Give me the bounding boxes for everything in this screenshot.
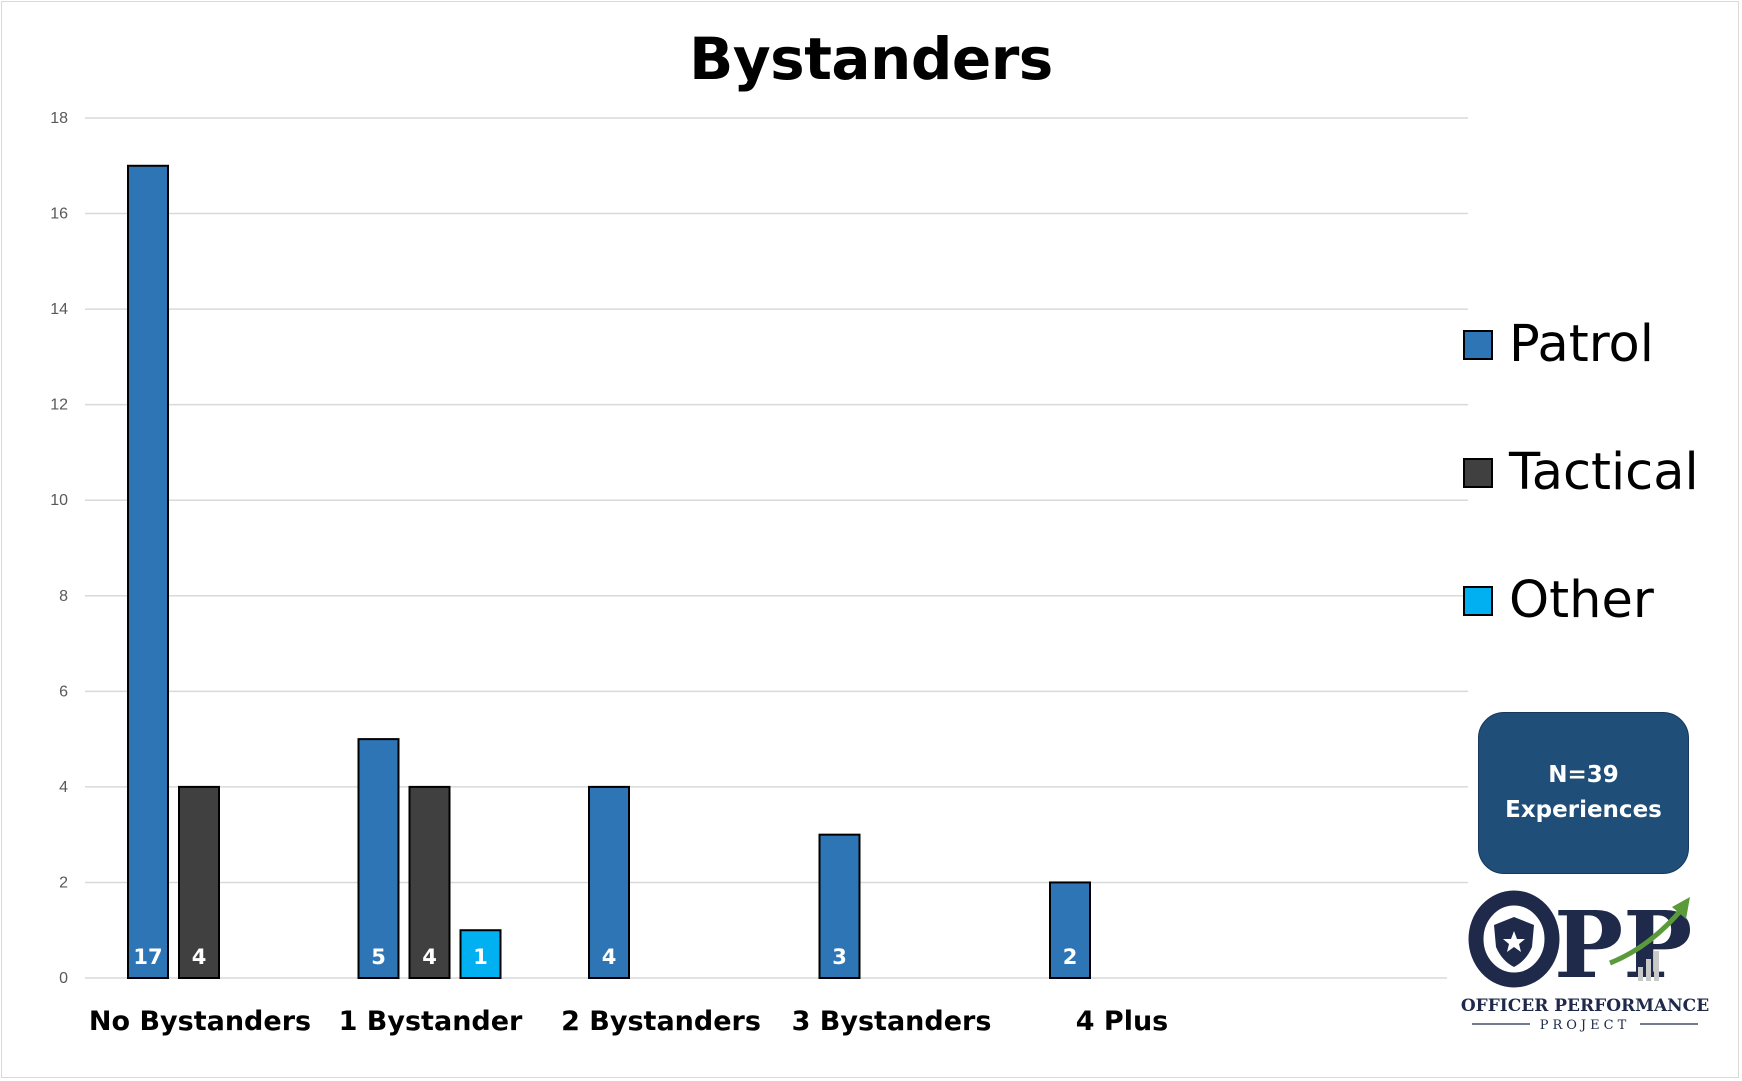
y-tick-label: 14 [50,301,68,318]
logo-mark-letters: PP [1554,891,1692,999]
x-tick-label: No Bystanders [89,1006,311,1037]
data-label: 4 [422,945,437,969]
bar-patrol [818,833,861,980]
x-tick-label: 1 Bystander [339,1006,523,1037]
x-tick-label: 2 Bystanders [561,1006,761,1037]
data-label: 2 [1063,945,1078,969]
legend-label-tactical: Tactical [1509,443,1699,502]
legend-label-patrol: Patrol [1509,315,1654,374]
bar-patrol [1049,881,1091,980]
data-label: 3 [832,945,847,969]
y-tick-label: 6 [59,683,68,700]
bar-tactical [408,785,451,980]
y-tick-label: 10 [50,492,68,509]
y-tick-label: 4 [59,779,68,796]
data-label: 4 [602,945,617,969]
growth-arrow-icon [1609,897,1690,966]
legend-swatch-other [1463,585,1493,616]
data-label: 1 [473,945,488,969]
bar-patrol [357,738,400,979]
chart-title: Bystanders [689,25,1053,93]
bar-patrol [127,164,169,979]
logo-line1: OFFICER PERFORMANCE [1461,996,1709,1016]
logo-line2: PROJECT [1540,1018,1631,1033]
y-tick-label: 2 [59,874,68,891]
x-tick-label: 3 Bystanders [792,1006,992,1037]
y-tick-label: 16 [50,206,68,223]
legend-item-other: Other [1463,571,1654,630]
bar-patrol [588,785,630,980]
y-tick-label: 12 [50,397,68,414]
data-label: 5 [371,945,386,969]
data-label: 17 [133,945,162,969]
opp-logo: PP OFFICER PERFORMANCE PROJECT [1461,890,1709,1033]
y-tick-label: 0 [59,970,68,987]
y-tick-label: 8 [59,588,68,605]
legend-swatch-tactical [1463,457,1493,488]
y-tick-label: 18 [50,110,68,127]
x-tick-label: 4 Plus [1076,1006,1169,1037]
legend-label-other: Other [1509,571,1654,630]
sample-size-unit: Experiences [1505,797,1662,823]
legend-item-tactical: Tactical [1463,443,1699,502]
sample-size-box: N=39 Experiences [1478,712,1689,874]
police-badge-icon [1468,890,1560,988]
data-label: 4 [192,945,207,969]
legend-item-patrol: Patrol [1463,315,1654,374]
legend-swatch-patrol [1463,329,1493,360]
bar-tactical [178,785,220,980]
growth-bars-icon [1638,951,1659,981]
sample-size-count: N=39 [1548,762,1619,788]
bar-other [459,929,502,980]
